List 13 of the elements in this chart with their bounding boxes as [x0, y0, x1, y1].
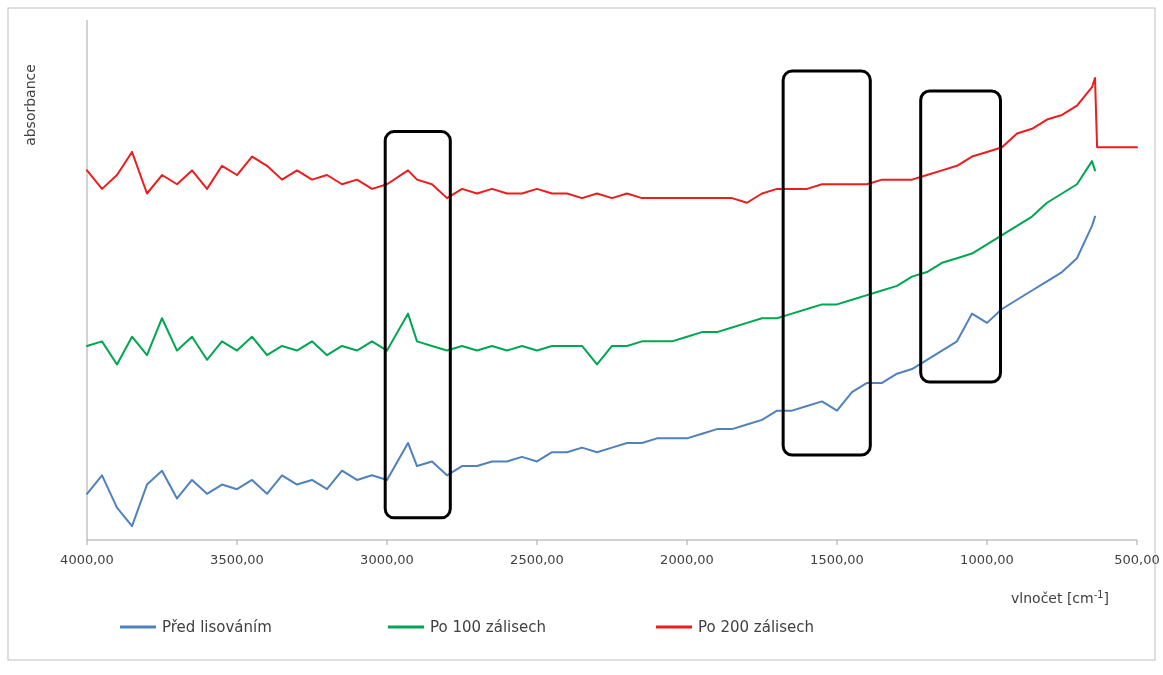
x-tick-label: 3500,00 [210, 552, 264, 567]
x-tick-label: 3000,00 [360, 552, 414, 567]
x-tick-label: 1000,00 [960, 552, 1014, 567]
y-axis-title: absorbance [22, 64, 38, 146]
legend-label: Před lisováním [162, 618, 272, 636]
legend-label: Po 100 zálisech [430, 618, 547, 636]
x-tick-label: 4000,00 [60, 552, 114, 567]
x-tick-label: 500,00 [1114, 552, 1160, 567]
x-tick-label: 2500,00 [510, 552, 564, 567]
x-tick-label: 1500,00 [810, 552, 864, 567]
x-tick-label: 2000,00 [660, 552, 714, 567]
legend-label: Po 200 zálisech [698, 618, 815, 636]
x-axis-title: vlnočet [cm$^{-1}$] [1011, 588, 1109, 606]
